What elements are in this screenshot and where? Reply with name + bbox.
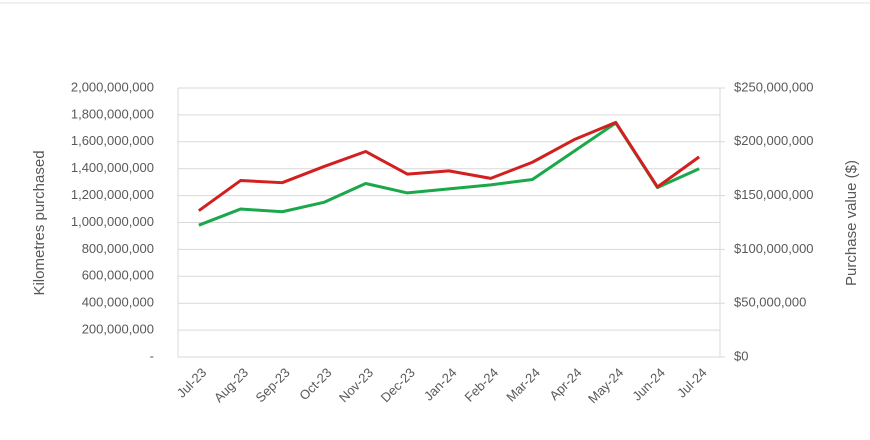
y2-axis-title: Purchase value ($) xyxy=(843,160,860,286)
y-tick-label: 1,000,000,000 xyxy=(71,214,154,229)
series-line xyxy=(198,121,700,227)
series-line xyxy=(197,120,701,212)
y-tick-label: 800,000,000 xyxy=(82,241,154,256)
y2-tick-label: $100,000,000 xyxy=(734,241,814,256)
y-tick-label: 1,400,000,000 xyxy=(71,160,154,175)
x-tick-label: Nov-23 xyxy=(336,365,376,405)
y2-tick-label: $50,000,000 xyxy=(734,295,806,310)
x-tick-label: Mar-24 xyxy=(503,365,543,405)
y-tick-label: 600,000,000 xyxy=(82,268,154,283)
y-tick-label: 1,200,000,000 xyxy=(71,187,154,202)
y-tick-label: 400,000,000 xyxy=(82,295,154,310)
x-tick-label: Dec-23 xyxy=(378,365,418,405)
y-tick-label: - xyxy=(150,348,154,363)
x-tick-label: May-24 xyxy=(585,365,626,406)
x-tick-label: Jun-24 xyxy=(629,365,668,404)
x-tick-label: Apr-24 xyxy=(546,365,584,403)
x-tick-label: Jul-23 xyxy=(174,365,210,401)
y2-tick-label: $150,000,000 xyxy=(734,187,814,202)
y2-tick-label: $200,000,000 xyxy=(734,133,814,148)
x-tick-label: Aug-23 xyxy=(211,365,251,405)
y-tick-label: 1,800,000,000 xyxy=(71,106,154,121)
x-tick-label: Feb-24 xyxy=(462,365,502,405)
x-tick-label: Jul-24 xyxy=(674,365,710,401)
y-axis-title: Kilometres purchased xyxy=(31,150,48,295)
x-tick-label: Oct-23 xyxy=(296,365,334,403)
y-tick-label: 200,000,000 xyxy=(82,322,154,337)
y2-tick-label: $0 xyxy=(734,348,748,363)
x-tick-label: Jan-24 xyxy=(421,365,460,404)
x-tick-label: Sep-23 xyxy=(253,365,293,405)
y2-tick-label: $250,000,000 xyxy=(734,79,814,94)
y-tick-label: 1,600,000,000 xyxy=(71,133,154,148)
y-tick-label: 2,000,000,000 xyxy=(71,79,154,94)
